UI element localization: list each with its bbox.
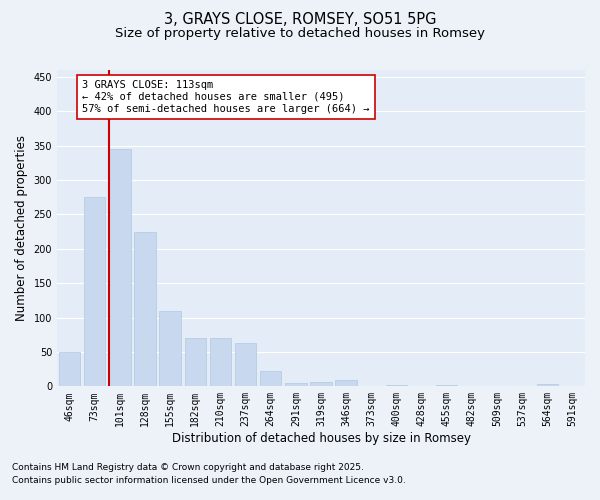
Text: Contains public sector information licensed under the Open Government Licence v3: Contains public sector information licen… bbox=[12, 476, 406, 485]
Text: 3 GRAYS CLOSE: 113sqm
← 42% of detached houses are smaller (495)
57% of semi-det: 3 GRAYS CLOSE: 113sqm ← 42% of detached … bbox=[82, 80, 370, 114]
Bar bbox=[109, 149, 131, 386]
Bar bbox=[235, 343, 256, 386]
Y-axis label: Number of detached properties: Number of detached properties bbox=[15, 135, 28, 321]
Bar bbox=[160, 310, 181, 386]
Bar bbox=[185, 338, 206, 386]
Bar bbox=[134, 232, 156, 386]
Bar bbox=[335, 380, 357, 386]
Bar bbox=[210, 338, 231, 386]
Bar bbox=[59, 352, 80, 386]
Bar bbox=[386, 385, 407, 386]
Bar bbox=[260, 371, 281, 386]
Bar bbox=[536, 384, 558, 386]
Bar bbox=[310, 382, 332, 386]
X-axis label: Distribution of detached houses by size in Romsey: Distribution of detached houses by size … bbox=[172, 432, 470, 445]
Bar bbox=[436, 385, 457, 386]
Text: Size of property relative to detached houses in Romsey: Size of property relative to detached ho… bbox=[115, 28, 485, 40]
Text: 3, GRAYS CLOSE, ROMSEY, SO51 5PG: 3, GRAYS CLOSE, ROMSEY, SO51 5PG bbox=[164, 12, 436, 28]
Bar bbox=[84, 197, 106, 386]
Text: Contains HM Land Registry data © Crown copyright and database right 2025.: Contains HM Land Registry data © Crown c… bbox=[12, 464, 364, 472]
Bar bbox=[285, 383, 307, 386]
